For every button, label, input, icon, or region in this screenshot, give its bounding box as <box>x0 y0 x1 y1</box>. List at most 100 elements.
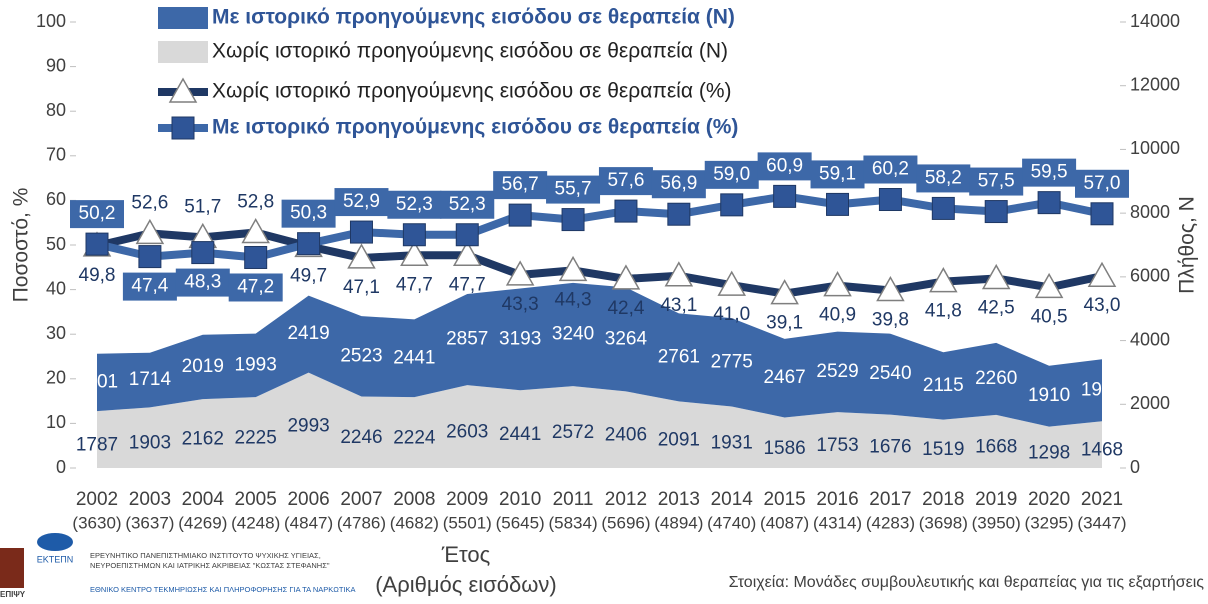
x-tick-sublabel: (4786) <box>337 513 386 532</box>
value-label: 43,3 <box>502 294 539 315</box>
area-value-label: 1944 <box>1081 379 1124 400</box>
x-tick-sublabel: (5696) <box>601 513 650 532</box>
value-label: 43,0 <box>1084 295 1121 316</box>
x-tick-label: 2015 <box>763 489 805 510</box>
y2-tick-label: 0 <box>1130 457 1140 477</box>
area-value-label: 1903 <box>129 433 171 454</box>
marker <box>347 243 376 269</box>
y-tick-label: 20 <box>46 368 66 388</box>
y-tick-label: 0 <box>56 457 66 477</box>
marker <box>878 188 902 212</box>
y-tick-label: 40 <box>46 278 66 298</box>
marker <box>508 203 532 227</box>
legend-swatch <box>158 41 208 63</box>
x-tick-label: 2008 <box>393 489 435 510</box>
marker <box>135 218 165 245</box>
x-tick-sublabel: (3295) <box>1025 513 1074 532</box>
marker <box>1034 272 1064 299</box>
y-tick-label: 60 <box>46 189 66 209</box>
value-label: 40,9 <box>819 305 856 326</box>
marker <box>611 264 641 290</box>
area-value-label: 3193 <box>499 328 541 349</box>
area-value-label: 2529 <box>816 361 858 382</box>
centre: ΕΘΝΙΚΟ ΚΕΝΤΡΟ ΤΕΚΜΗΡΙΩΣΗΣ ΚΑΙ ΠΛΗΡΟΦΟΡΗΣ… <box>90 585 356 594</box>
area-value-label: 1676 <box>869 436 911 457</box>
area-value-label: 2091 <box>658 430 700 451</box>
value-label-box <box>916 164 971 193</box>
value-label: 57,6 <box>607 170 644 191</box>
marker <box>85 232 109 256</box>
value-label: 42,5 <box>978 297 1015 318</box>
marker <box>1090 202 1114 226</box>
x-axis-label: Έτος <box>441 542 490 567</box>
x-tick-sublabel: (3637) <box>125 513 174 532</box>
marker <box>823 271 852 297</box>
area-value-label: 2019 <box>182 356 224 377</box>
value-label-box <box>70 200 124 229</box>
y2-tick-label: 8000 <box>1130 202 1170 222</box>
marker <box>826 192 850 216</box>
x-tick-sublabel: (4283) <box>866 513 915 532</box>
legend-label: Χωρίς ιστορικό προηγούμενης εισόδου σε θ… <box>212 80 731 103</box>
area-value-label: 3240 <box>552 323 594 344</box>
value-label-box <box>546 175 601 204</box>
area-value-label: 2246 <box>340 427 382 448</box>
value-label: 59,1 <box>819 163 856 184</box>
institute-2: ΝΕΥΡΟΕΠΙΣΤΗΜΩΝ ΚΑΙ ΙΑΤΡΙΚΗΣ ΑΚΡΙΒΕΙΑΣ "Κ… <box>90 561 330 570</box>
value-label-box <box>387 190 442 219</box>
value-label-box <box>281 199 336 228</box>
value-label: 56,7 <box>502 174 539 195</box>
x-tick-sublabel: (5501) <box>443 513 492 532</box>
value-label: 60,2 <box>872 159 909 180</box>
marker <box>297 232 321 256</box>
x-tick-sublabel: (4740) <box>707 513 756 532</box>
area-value-label: 1668 <box>975 436 1017 457</box>
area-value-label: 2260 <box>975 368 1017 389</box>
area-value-label: 1714 <box>129 369 172 390</box>
marker <box>981 263 1011 290</box>
value-label: 43,1 <box>660 295 697 316</box>
value-label: 60,9 <box>766 155 803 176</box>
area-value-label: 2441 <box>393 347 435 368</box>
value-label: 40,5 <box>1031 306 1068 327</box>
value-label: 52,3 <box>396 194 433 215</box>
x-tick-label: 2018 <box>922 489 964 510</box>
area-value-label: 2523 <box>340 345 382 366</box>
marker <box>241 217 270 244</box>
y-tick-label: 70 <box>46 145 66 165</box>
y-tick-label: 50 <box>46 234 66 254</box>
value-label: 44,3 <box>555 289 592 310</box>
marker <box>558 255 588 282</box>
y-tick-label: 30 <box>46 323 66 343</box>
area-value-label: 2775 <box>711 351 753 372</box>
value-label: 49,8 <box>79 265 116 286</box>
value-label-box <box>1075 169 1129 198</box>
value-label: 39,1 <box>766 313 803 334</box>
y2-tick-label: 14000 <box>1130 11 1180 31</box>
value-label: 56,9 <box>660 173 697 194</box>
x-axis-sublabel: (Αριθμός εισόδων) <box>375 572 557 597</box>
x-tick-label: 2014 <box>711 489 754 510</box>
value-label: 52,9 <box>343 191 380 212</box>
x-tick-sublabel: (4087) <box>760 513 809 532</box>
legend-label: Με ιστορικό προηγούμενης εισόδου σε θερα… <box>212 6 735 29</box>
area-value-label: 1801 <box>76 371 118 392</box>
marker <box>244 245 268 269</box>
y2-tick-label: 10000 <box>1130 138 1180 158</box>
value-label-box <box>969 167 1024 196</box>
value-label-box <box>228 273 283 302</box>
area-value-label: 1586 <box>763 438 805 459</box>
value-label-box <box>704 160 759 189</box>
area-value-label: 2225 <box>235 428 277 449</box>
logo-left: ΕΠΙΨΥ <box>0 590 26 599</box>
marker <box>1037 191 1061 215</box>
legend-label: Χωρίς ιστορικό προηγούμενης εισόδου σε θ… <box>212 40 728 63</box>
x-tick-sublabel: (4847) <box>284 513 333 532</box>
y-tick-label: 80 <box>46 100 66 120</box>
marker <box>931 196 955 220</box>
value-label: 57,5 <box>978 171 1015 192</box>
value-label: 47,7 <box>396 274 433 295</box>
footer: ΕΠΙΨΥ ΕΚΤΕΠΝ ΕΡΕΥΝΗΤΙΚΟ ΠΑΝΕΠΙΣΤΗΜΙΑΚΟ Ι… <box>0 533 1204 599</box>
area <box>97 372 1102 468</box>
area-value-label: 3264 <box>605 328 648 349</box>
